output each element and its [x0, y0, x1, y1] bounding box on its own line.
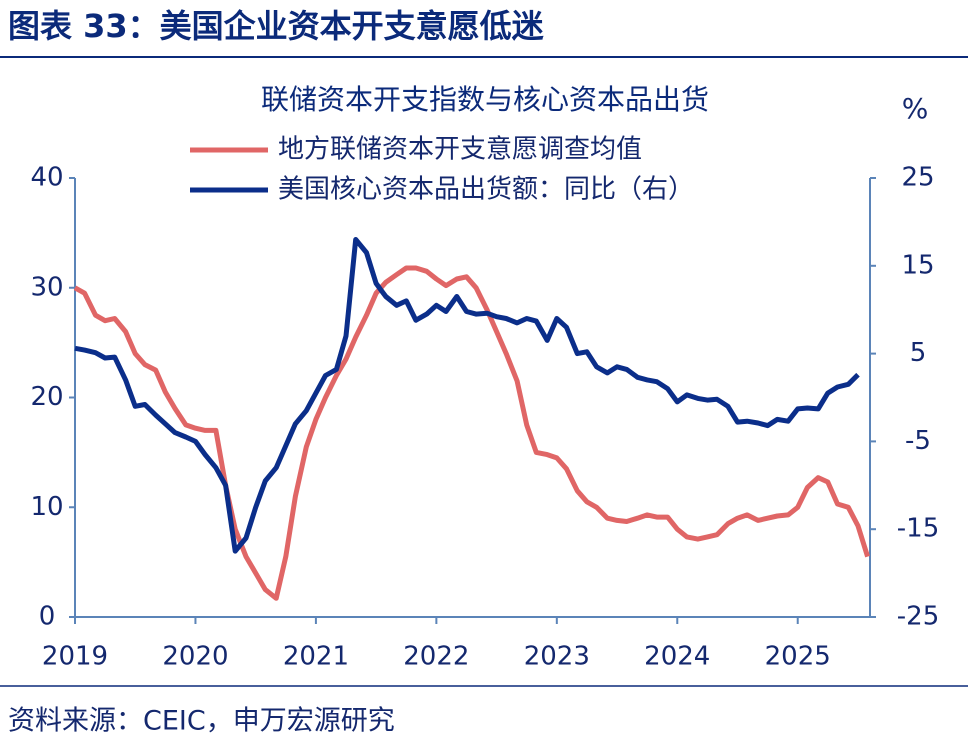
y2-tick-label: 25 [901, 163, 934, 193]
x-tick-label: 2022 [403, 642, 469, 672]
x-tick-label: 2020 [162, 642, 228, 672]
y2-tick-label: -25 [897, 602, 939, 632]
y-tick-label: 0 [39, 602, 56, 632]
source: 资料来源：CEIC，申万宏源研究 [8, 706, 395, 737]
legend-label: 地方联储资本开支意愿调查均值 [278, 135, 642, 165]
chart-title: 联储资本开支指数与核心资本品出货 [261, 83, 709, 116]
y2-tick-label: 15 [901, 250, 934, 280]
series-line [73, 265, 870, 601]
series-line [74, 237, 860, 554]
page-title: 图表 33：美国企业资本开支意愿低迷 [8, 7, 545, 45]
x-tick-label: 2021 [283, 642, 349, 672]
y2-tick-label: -15 [897, 514, 939, 544]
legend-label: 美国核心资本品出货额：同比（右） [278, 175, 694, 205]
y-tick-label: 10 [30, 492, 63, 522]
y-tick-label: 40 [30, 163, 63, 193]
x-tick-label: 2024 [644, 642, 710, 672]
y-tick-label: 20 [30, 382, 63, 412]
x-tick-label: 2019 [42, 642, 108, 672]
y2-unit: % [902, 92, 929, 125]
x-tick-label: 2025 [765, 642, 831, 672]
x-tick-label: 2023 [524, 642, 590, 672]
y-tick-label: 30 [30, 272, 63, 302]
y2-tick-label: -5 [905, 426, 931, 456]
y2-tick-label: 5 [910, 338, 927, 368]
